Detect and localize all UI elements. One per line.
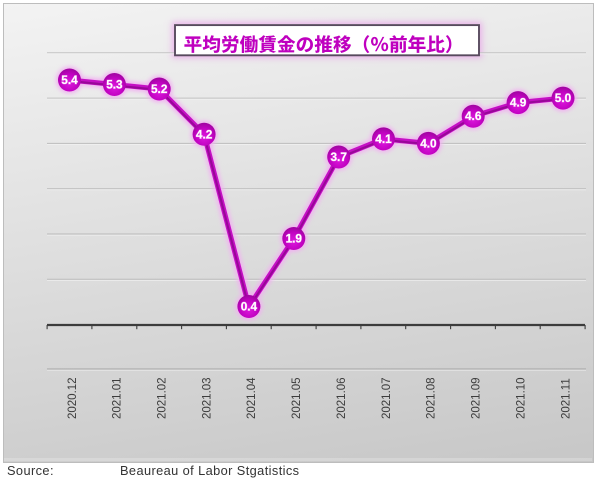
svg-text:5.0: 5.0 (555, 91, 572, 105)
svg-text:5.2: 5.2 (151, 82, 168, 96)
svg-text:0.4: 0.4 (241, 300, 258, 314)
svg-text:2021.08: 2021.08 (426, 377, 438, 419)
svg-text:2021.07: 2021.07 (381, 377, 393, 419)
svg-text:2021.11: 2021.11 (560, 378, 572, 419)
svg-text:2021.03: 2021.03 (201, 377, 213, 419)
svg-text:2021.04: 2021.04 (246, 377, 258, 419)
svg-text:4.9: 4.9 (510, 96, 527, 110)
svg-text:4.6: 4.6 (465, 109, 482, 123)
svg-text:2021.10: 2021.10 (515, 377, 527, 419)
svg-text:2020.12: 2020.12 (67, 377, 79, 419)
svg-text:4.1: 4.1 (375, 132, 392, 146)
svg-text:1.9: 1.9 (286, 232, 303, 246)
svg-text:3.7: 3.7 (330, 150, 347, 164)
svg-text:2021.01: 2021.01 (112, 377, 124, 419)
svg-text:4.0: 4.0 (420, 136, 437, 150)
svg-text:2021.09: 2021.09 (471, 377, 483, 419)
svg-text:5.4: 5.4 (61, 73, 78, 87)
svg-text:2021.06: 2021.06 (336, 377, 348, 419)
svg-text:2021.05: 2021.05 (291, 377, 303, 419)
svg-text:2021.02: 2021.02 (157, 377, 169, 419)
svg-text:5.3: 5.3 (106, 78, 123, 92)
svg-text:4.2: 4.2 (196, 127, 213, 141)
